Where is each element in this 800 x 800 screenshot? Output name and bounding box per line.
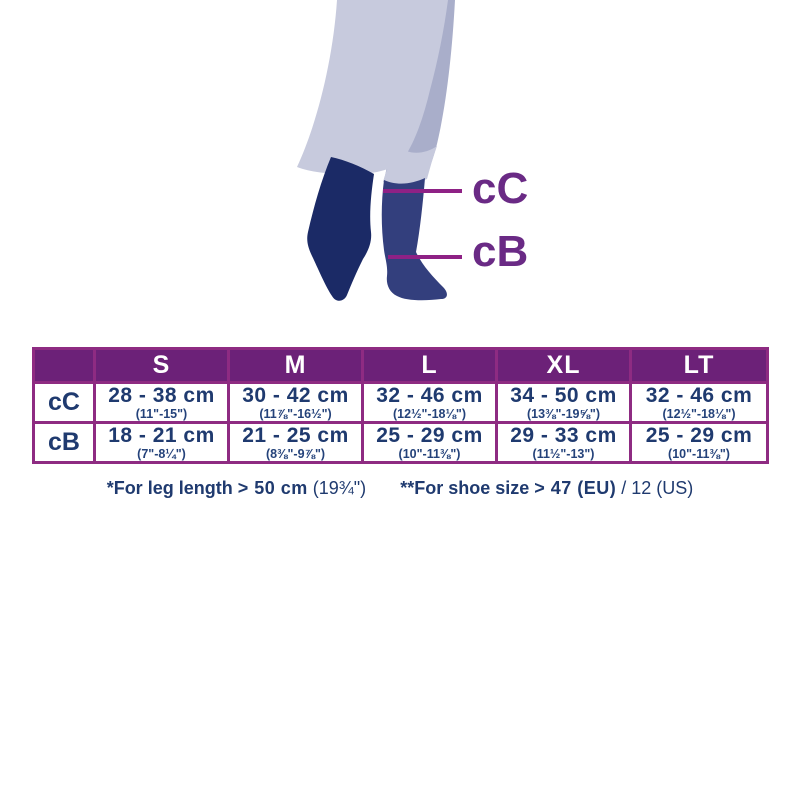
cell-subvalue: (11⅞"-16½") <box>259 407 332 421</box>
row-label-cC: cC <box>32 381 96 424</box>
cell-cC-s: 28 - 38 cm (11"-15") <box>93 381 230 424</box>
cell-cB-l: 25 - 29 cm (10"-11⅜") <box>361 421 498 464</box>
cB-label: cB <box>472 227 528 276</box>
cell-value: 32 - 46 cm <box>376 384 483 407</box>
shoe-size-eu: 47 (EU) <box>550 478 617 498</box>
leg-length-value: 50 cm <box>254 478 308 498</box>
cell-subvalue: (11"-15") <box>135 407 188 421</box>
leg-length-note: *For leg length <box>106 478 238 498</box>
cell-subvalue: (8⅜"-9⅞") <box>265 447 326 461</box>
cell-cB-m: 21 - 25 cm (8⅜"-9⅞") <box>227 421 364 464</box>
shoe-size-gt: > <box>534 478 551 498</box>
table-row-cB: cB 18 - 21 cm (7"-8¼") 21 - 25 cm (8⅜"-9… <box>32 421 769 464</box>
cell-value: 32 - 46 cm <box>645 384 753 407</box>
cell-value: 25 - 29 cm <box>376 424 483 447</box>
right-shin-shape <box>383 146 437 185</box>
cell-cC-lt: 32 - 46 cm (12½"-18⅛") <box>629 381 769 424</box>
leg-length-inches: (19¾") <box>307 478 367 498</box>
cell-value: 18 - 21 cm <box>108 424 215 447</box>
table-row-cC: cC 28 - 38 cm (11"-15") 30 - 42 cm (11⅞"… <box>32 381 769 424</box>
header-row: S M L XL LT <box>32 347 769 384</box>
column-header-xl: XL <box>495 347 632 384</box>
cell-cB-s: 18 - 21 cm (7"-8¼") <box>93 421 230 464</box>
cell-cC-m: 30 - 42 cm (11⅞"-16½") <box>227 381 364 424</box>
cell-cB-xl: 29 - 33 cm (11½"-13") <box>495 421 632 464</box>
cell-value: 21 - 25 cm <box>242 424 349 447</box>
cell-value: 25 - 29 cm <box>645 424 753 447</box>
cell-cC-l: 32 - 46 cm (12½"-18⅛") <box>361 381 498 424</box>
row-label-cB: cB <box>32 421 96 464</box>
cell-value: 29 - 33 cm <box>510 424 617 447</box>
cell-subvalue: (10"-11⅜") <box>668 447 730 461</box>
corner-cell <box>32 347 96 384</box>
cell-subvalue: (11½"-13") <box>532 447 595 461</box>
cell-subvalue: (10"-11⅜") <box>398 447 461 461</box>
footnote: *For leg length > 50 cm (19¾") **For shoe… <box>0 478 800 499</box>
cell-value: 30 - 42 cm <box>242 384 349 407</box>
cell-value: 34 - 50 cm <box>510 384 617 407</box>
leg-length-gt: > <box>237 478 255 498</box>
shoe-size-us: / 12 (US) <box>616 478 694 498</box>
legs-illustration: cC cB <box>297 0 528 301</box>
front-thigh-shape <box>297 0 448 175</box>
column-header-lt: LT <box>629 347 769 384</box>
cell-subvalue: (7"-8¼") <box>137 447 186 461</box>
column-header-l: L <box>361 347 498 384</box>
cell-subvalue: (12½"-18⅛") <box>662 407 736 421</box>
right-sock-shape <box>381 178 447 301</box>
cell-subvalue: (12½"-18⅛") <box>393 407 466 421</box>
cell-value: 28 - 38 cm <box>108 384 215 407</box>
cell-cB-lt: 25 - 29 cm (10"-11⅜") <box>629 421 769 464</box>
shoe-size-note: **For shoe size <box>400 478 535 498</box>
column-header-s: S <box>93 347 230 384</box>
cell-subvalue: (13⅜"-19⅝") <box>527 407 600 421</box>
cell-cC-xl: 34 - 50 cm (13⅜"-19⅝") <box>495 381 632 424</box>
column-header-m: M <box>227 347 364 384</box>
size-table: S M L XL LT cC 28 - 38 cm (11"-15") 30 -… <box>32 347 769 464</box>
left-sock-shape <box>307 157 374 301</box>
cC-label: cC <box>472 164 528 213</box>
